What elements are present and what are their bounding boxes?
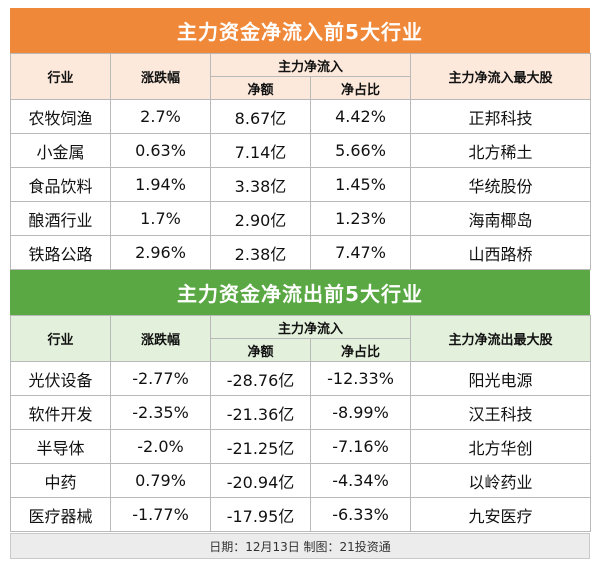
net-ratio-cell: 4.42% [309,99,412,134]
net-ratio-cell: -8.99% [309,395,412,430]
top-stock-cell: 汉王科技 [410,395,592,430]
outflow-table: 行业 涨跌幅 主力净流入 主力净流出最大股 净额 净占比 光伏设备 -2.77%… [10,315,592,532]
top-stock-cell: 九安医疗 [410,497,592,532]
table-row: 医疗器械 -1.77% -17.95亿 -6.33% 九安医疗 [10,497,592,532]
header-change: 涨跌幅 [110,53,211,100]
header-industry: 行业 [10,315,111,362]
header-main-flow: 主力净流入 [209,53,412,77]
header-net-amount: 净额 [210,338,311,362]
net-amount-cell: 3.38亿 [210,167,311,202]
net-amount-cell: -17.95亿 [210,497,311,532]
net-amount-cell: 2.38亿 [210,235,311,270]
net-amount-cell: -28.76亿 [210,361,311,396]
industry-cell: 农牧饲渔 [10,99,111,134]
header-net-amount: 净额 [210,76,311,100]
industry-cell: 铁路公路 [10,235,111,270]
change-cell: 2.7% [110,99,211,134]
change-cell: 2.96% [110,235,211,270]
table-row: 光伏设备 -2.77% -28.76亿 -12.33% 阳光电源 [10,361,592,396]
inflow-table: 行业 涨跌幅 主力净流入 主力净流入最大股 净额 净占比 农牧饲渔 2.7% 8… [10,53,592,270]
change-cell: -2.35% [110,395,211,430]
net-amount-cell: 2.90亿 [210,201,311,236]
industry-cell: 医疗器械 [10,497,111,532]
change-cell: 1.7% [110,201,211,236]
change-cell: 0.63% [110,133,211,168]
header-change: 涨跌幅 [110,315,211,362]
header-top-stock: 主力净流入最大股 [410,53,592,100]
net-ratio-cell: -6.33% [309,497,412,532]
industry-cell: 小金属 [10,133,111,168]
net-ratio-cell: 5.66% [309,133,412,168]
top-stock-cell: 正邦科技 [410,99,592,134]
top-stock-cell: 华统股份 [410,167,592,202]
change-cell: -2.77% [110,361,211,396]
top-stock-cell: 海南椰岛 [410,201,592,236]
industry-cell: 光伏设备 [10,361,111,396]
footer-credit: 日期：12月13日 制图：21投资通 [10,533,590,559]
header-net-ratio: 净占比 [309,76,412,100]
net-amount-cell: -21.25亿 [210,429,311,464]
net-ratio-cell: 1.23% [309,201,412,236]
net-amount-cell: 8.67亿 [210,99,311,134]
net-ratio-cell: -7.16% [309,429,412,464]
industry-cell: 食品饮料 [10,167,111,202]
table-row: 中药 0.79% -20.94亿 -4.34% 以岭药业 [10,463,592,498]
net-ratio-cell: -12.33% [309,361,412,396]
industry-cell: 酿酒行业 [10,201,111,236]
net-amount-cell: -20.94亿 [210,463,311,498]
header-net-ratio: 净占比 [309,338,412,362]
table-row: 食品饮料 1.94% 3.38亿 1.45% 华统股份 [10,167,592,202]
net-ratio-cell: 1.45% [309,167,412,202]
top-stock-cell: 山西路桥 [410,235,592,270]
change-cell: 0.79% [110,463,211,498]
industry-cell: 中药 [10,463,111,498]
table-row: 农牧饲渔 2.7% 8.67亿 4.42% 正邦科技 [10,99,592,134]
top-stock-cell: 北方华创 [410,429,592,464]
header-main-flow: 主力净流入 [209,315,412,339]
header-top-stock: 主力净流出最大股 [410,315,592,362]
industry-cell: 软件开发 [10,395,111,430]
change-cell: -2.0% [110,429,211,464]
header-industry: 行业 [10,53,111,100]
net-amount-cell: -21.36亿 [210,395,311,430]
net-amount-cell: 7.14亿 [210,133,311,168]
table-row: 小金属 0.63% 7.14亿 5.66% 北方稀土 [10,133,592,168]
net-ratio-cell: 7.47% [309,235,412,270]
change-cell: 1.94% [110,167,211,202]
table-row: 软件开发 -2.35% -21.36亿 -8.99% 汉王科技 [10,395,592,430]
outflow-title: 主力资金净流出前5大行业 [10,270,590,315]
table-row: 铁路公路 2.96% 2.38亿 7.47% 山西路桥 [10,235,592,270]
industry-cell: 半导体 [10,429,111,464]
table-row: 酿酒行业 1.7% 2.90亿 1.23% 海南椰岛 [10,201,592,236]
top-stock-cell: 北方稀土 [410,133,592,168]
change-cell: -1.77% [110,497,211,532]
top-stock-cell: 阳光电源 [410,361,592,396]
inflow-title: 主力资金净流入前5大行业 [10,8,590,53]
top-stock-cell: 以岭药业 [410,463,592,498]
net-ratio-cell: -4.34% [309,463,412,498]
table-row: 半导体 -2.0% -21.25亿 -7.16% 北方华创 [10,429,592,464]
